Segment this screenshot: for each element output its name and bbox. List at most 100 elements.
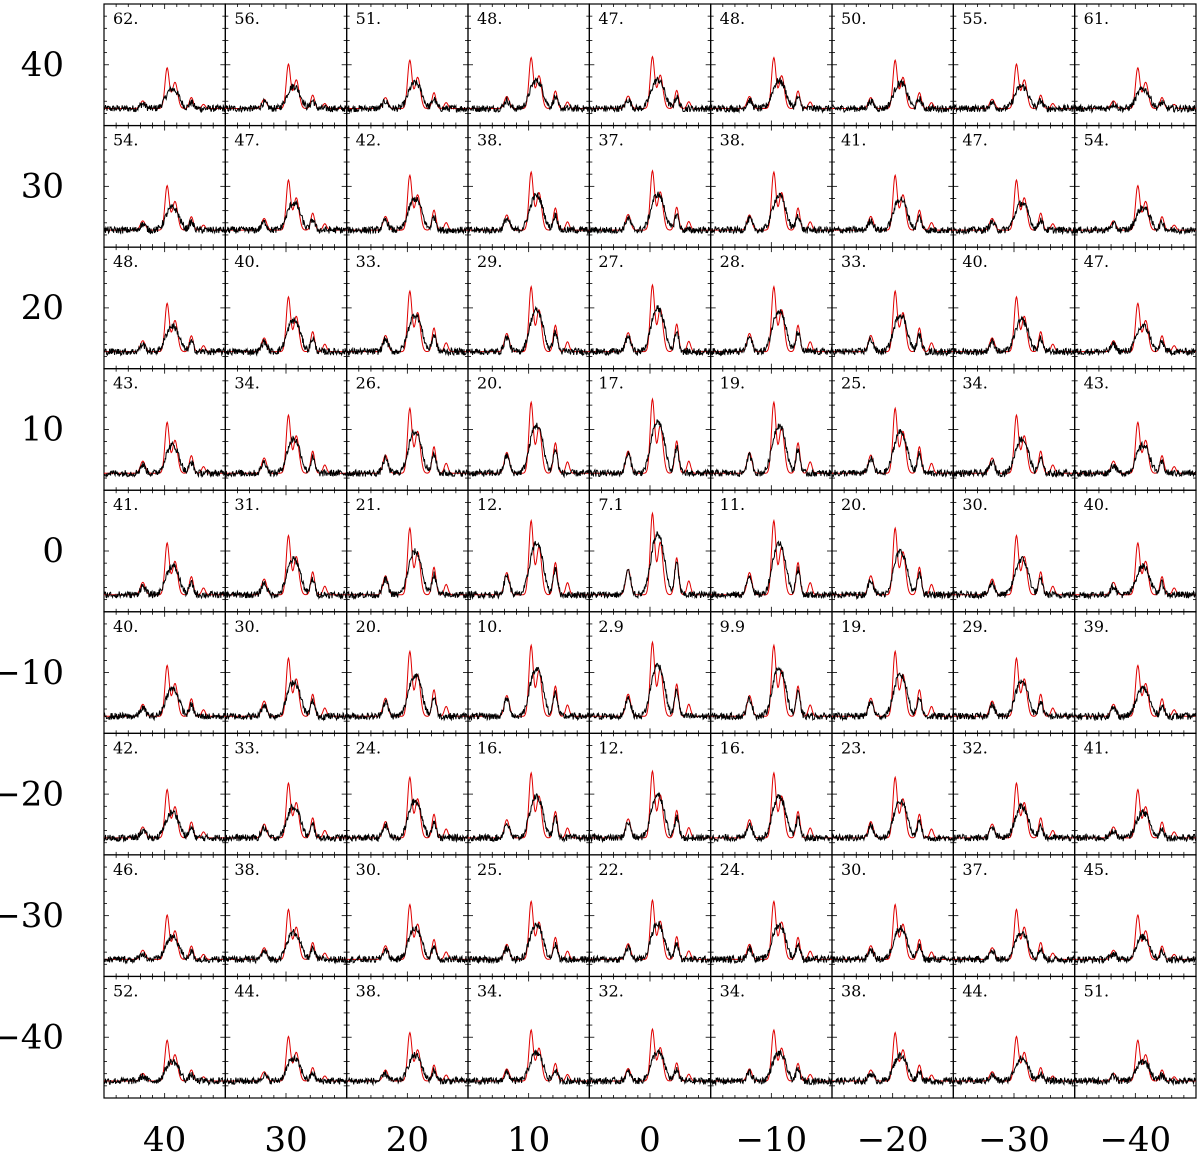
- model-spectrum-line: [468, 643, 590, 717]
- panel-label: 34.: [477, 981, 502, 1000]
- model-spectrum-line: [346, 58, 468, 109]
- panel-label: 44.: [234, 981, 259, 1000]
- model-spectrum-line: [346, 903, 468, 960]
- panel-label: 54.: [113, 131, 138, 150]
- panel-label: 39.: [1084, 617, 1109, 636]
- model-spectrum-line: [468, 899, 590, 960]
- observed-spectrum-line: [588, 419, 712, 478]
- x-tick-label: −20: [857, 1120, 929, 1155]
- model-spectrum-line: [346, 406, 468, 474]
- panel: 32.: [952, 732, 1076, 856]
- panel: 54.: [103, 124, 226, 248]
- panel-label: 56.: [234, 9, 259, 28]
- panel-label: 44.: [962, 981, 987, 1000]
- model-spectrum-line: [104, 913, 226, 960]
- observed-spectrum-line: [831, 1051, 954, 1086]
- x-tick-label: −40: [1099, 1120, 1171, 1155]
- observed-spectrum-line: [710, 922, 833, 965]
- model-spectrum-line: [225, 295, 347, 353]
- panel-label: 31.: [234, 495, 259, 514]
- panel: 40.: [952, 246, 1076, 370]
- model-spectrum-line: [104, 302, 226, 353]
- y-tick-label: −10: [0, 653, 64, 693]
- model-spectrum-line: [589, 55, 711, 109]
- panel-label: 25.: [477, 860, 502, 879]
- model-spectrum-line: [832, 649, 954, 717]
- model-spectrum-line: [953, 413, 1075, 474]
- panel-label: 30.: [841, 860, 866, 879]
- panel-label: 26.: [356, 374, 381, 393]
- panel-label: 32.: [598, 981, 623, 1000]
- panel: 38.: [346, 975, 469, 1099]
- observed-spectrum-line: [224, 929, 348, 965]
- x-tick-label: −30: [978, 1120, 1050, 1155]
- observed-spectrum-line: [588, 1049, 712, 1086]
- panel-label: 32.: [962, 738, 987, 757]
- model-spectrum-line: [832, 58, 954, 109]
- y-tick-label: 20: [21, 288, 64, 328]
- observed-spectrum-line: [467, 922, 590, 965]
- panel-label: 21.: [356, 495, 381, 514]
- observed-spectrum-line: [346, 925, 469, 964]
- model-spectrum-line: [953, 656, 1075, 717]
- panel-label: 45.: [1084, 860, 1109, 879]
- model-spectrum-line: [468, 56, 590, 109]
- observed-spectrum-line: [952, 83, 1076, 114]
- model-spectrum-line: [104, 788, 226, 839]
- observed-spectrum-line: [103, 323, 226, 357]
- model-spectrum-line: [710, 1028, 832, 1082]
- panel-label: 20.: [356, 617, 381, 636]
- panel: 2.9: [588, 611, 712, 734]
- panel: 47.: [224, 124, 348, 248]
- x-tick-label: 0: [639, 1120, 661, 1155]
- panel: 34.: [467, 975, 590, 1099]
- panel: 32.: [588, 975, 712, 1099]
- model-spectrum-line: [953, 533, 1075, 596]
- panel-label: 34.: [962, 374, 987, 393]
- model-spectrum-line: [1074, 302, 1196, 353]
- panel: 62.: [103, 3, 226, 127]
- model-spectrum-line: [346, 1031, 468, 1082]
- model-spectrum-line: [468, 400, 590, 474]
- panel: 42.: [103, 732, 226, 856]
- model-spectrum-line: [589, 898, 711, 960]
- model-spectrum-line: [710, 771, 832, 839]
- panel: 38.: [467, 124, 590, 248]
- panel: 16.: [710, 732, 833, 856]
- panel: 12.: [467, 489, 590, 613]
- observed-spectrum-line: [346, 1052, 469, 1087]
- observed-spectrum-line: [710, 309, 833, 357]
- observed-spectrum-line: [710, 1050, 833, 1087]
- y-tick-label: −30: [0, 896, 64, 936]
- model-spectrum-line: [346, 649, 468, 717]
- panel: 43.: [103, 368, 226, 491]
- panel: 41.: [831, 124, 954, 248]
- panel-label: 40.: [962, 252, 987, 271]
- model-spectrum-line: [1074, 66, 1196, 110]
- observed-spectrum-line: [224, 199, 348, 234]
- panel-label: 7.1: [598, 495, 623, 514]
- panel-label: 2.9: [598, 617, 623, 636]
- observed-spectrum-line: [588, 305, 711, 357]
- panel: 30.: [224, 611, 348, 734]
- observed-spectrum-line: [952, 556, 1076, 600]
- panel: 22.: [588, 854, 712, 978]
- panel-label: 24.: [720, 860, 745, 879]
- observed-spectrum-line: [710, 77, 833, 114]
- panel: 23.: [831, 732, 954, 856]
- observed-spectrum-line: [103, 203, 226, 235]
- panel: 52.: [103, 975, 226, 1099]
- observed-spectrum-line: [467, 422, 590, 479]
- panel: 25.: [467, 854, 590, 978]
- panel-label: 19.: [841, 617, 866, 636]
- model-spectrum-line: [346, 289, 468, 353]
- model-spectrum-line: [1074, 788, 1196, 839]
- model-spectrum-line: [589, 169, 711, 231]
- observed-spectrum-line: [224, 435, 347, 478]
- panel-label: 33.: [841, 252, 866, 271]
- observed-spectrum-line: [346, 797, 469, 844]
- observed-spectrum-line: [346, 428, 469, 478]
- panel: 27.: [588, 246, 712, 370]
- panel-label: 34.: [720, 981, 745, 1000]
- panel: 24.: [346, 732, 469, 856]
